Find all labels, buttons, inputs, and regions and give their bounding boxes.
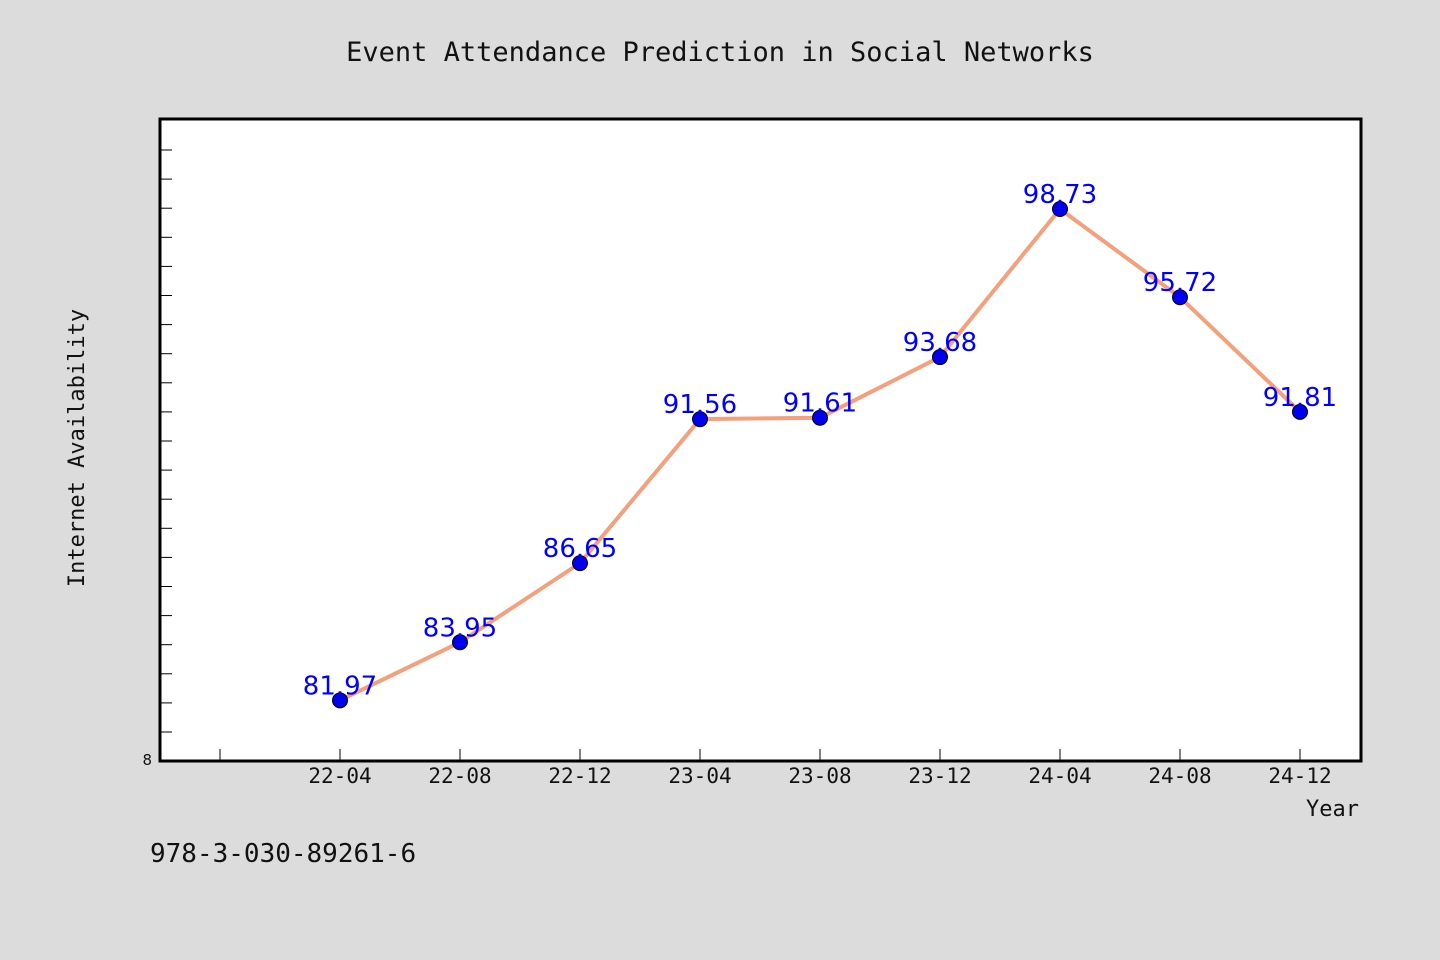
x-tick-label: 22-12 (548, 764, 611, 788)
data-point (692, 411, 708, 428)
data-label: 86.65 (543, 534, 617, 564)
x-tick-label: 23-12 (908, 764, 971, 788)
data-label: 83.95 (423, 613, 497, 643)
x-tick-label: 22-08 (428, 764, 491, 788)
footer-text: 978-3-030-89261-6 (150, 839, 416, 869)
data-label: 98.73 (1023, 180, 1097, 210)
x-tick-label: 23-04 (668, 764, 731, 788)
data-label: 91.81 (1263, 383, 1337, 413)
plot-area (158, 117, 1363, 763)
data-label: 91.56 (663, 390, 737, 420)
x-axis-label: Year (1306, 797, 1359, 822)
data-point (452, 634, 468, 651)
data-label: 95.72 (1143, 268, 1217, 298)
x-tick-label: 24-04 (1028, 764, 1091, 788)
data-point (572, 555, 588, 572)
x-tick-label: 22-04 (308, 764, 371, 788)
chart-title: Event Attendance Prediction in Social Ne… (346, 37, 1094, 68)
data-point (1052, 200, 1068, 217)
data-point (1292, 403, 1308, 420)
x-tick-label: 24-08 (1148, 764, 1211, 788)
data-label: 91.61 (783, 389, 857, 419)
data-label: 81.97 (303, 671, 377, 701)
data-point (1172, 289, 1188, 306)
x-axis-ticks: 22-04 22-08 22-12 23-04 23-08 23-12 24-04 24-08… (219, 749, 1332, 788)
x-tick-label: 24-12 (1268, 764, 1331, 788)
data-point (932, 349, 948, 366)
data-point (812, 409, 828, 426)
y-axis-ticks (160, 149, 172, 733)
x-tick-label: 23-08 (788, 764, 851, 788)
y-axis-label: Internet Availability (65, 309, 90, 587)
y-axis-min-label: 8 (142, 751, 152, 769)
data-point (332, 692, 348, 709)
data-label: 93.68 (903, 328, 977, 358)
series-group: 81.97 83.95 86.65 91.56 91.61 93.68 98.73 95.72… (303, 180, 1337, 709)
